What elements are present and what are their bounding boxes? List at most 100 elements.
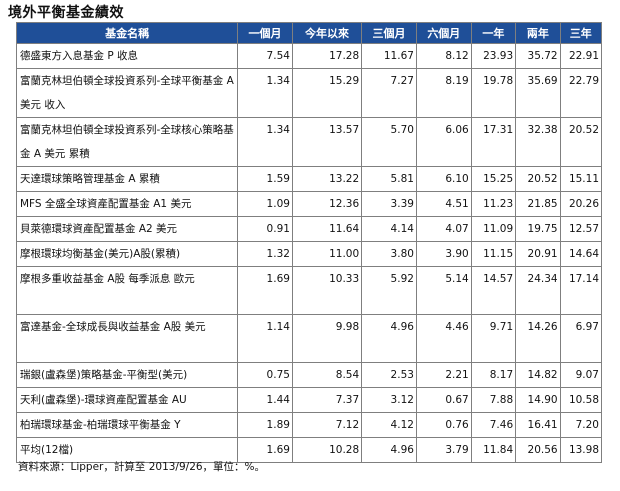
return-m6-cell: 8.12 (415, 43, 472, 69)
column-header-6-months: 六個月 (415, 22, 472, 44)
return-y2-cell: 20.52 (515, 166, 561, 192)
return-ytd-cell: 17.28 (291, 43, 363, 69)
fund-name-cell: 柏瑞環球基金-柏瑞環球平衡基金 Y (15, 412, 239, 438)
table-row: 富蘭克林坦伯頓全球投資系列-全球平衡基金 A 美元 收入 1.34 15.29 7.2… (15, 68, 603, 118)
table-header-row: 基金名稱 一個月 今年以來 三個月 六個月 一年 兩年 三年 (15, 22, 603, 44)
return-m1-cell: 0.91 (237, 216, 293, 242)
return-m3-cell: 3.80 (361, 241, 417, 267)
return-m1-cell: 1.69 (237, 437, 293, 463)
return-y1-cell: 11.84 (470, 437, 517, 463)
return-y2-cell: 35.69 (515, 68, 561, 118)
return-ytd-cell: 15.29 (291, 68, 363, 118)
return-y3-cell: 20.52 (559, 117, 603, 167)
column-header-1-month: 一個月 (237, 22, 293, 44)
return-m6-cell: 4.07 (415, 216, 472, 242)
return-y1-cell: 7.46 (470, 412, 517, 438)
return-ytd-cell: 12.36 (291, 191, 363, 217)
table-row: 天利(盧森堡)-環球資產配置基金 AU 1.44 7.37 3.12 0.67 7.88 1… (15, 387, 603, 413)
table-row: 柏瑞環球基金-柏瑞環球平衡基金 Y 1.89 7.12 4.12 0.76 7.46 16.… (15, 412, 603, 438)
column-header-3-months: 三個月 (361, 22, 417, 44)
return-y2-cell: 20.56 (515, 437, 561, 463)
return-m6-cell: 0.67 (415, 387, 472, 413)
return-m6-cell: 3.79 (415, 437, 472, 463)
return-y2-cell: 14.82 (515, 362, 561, 388)
return-ytd-cell: 8.54 (291, 362, 363, 388)
return-y1-cell: 11.15 (470, 241, 517, 267)
fund-name-cell: 瑞銀(盧森堡)策略基金-平衡型(美元) (15, 362, 239, 388)
return-y3-cell: 12.57 (559, 216, 603, 242)
return-ytd-cell: 11.00 (291, 241, 363, 267)
return-y3-cell: 14.64 (559, 241, 603, 267)
fund-name-cell: 德盛東方入息基金 P 收息 (15, 43, 239, 69)
return-m1-cell: 1.89 (237, 412, 293, 438)
return-m3-cell: 5.81 (361, 166, 417, 192)
return-ytd-cell: 13.57 (291, 117, 363, 167)
fund-name-cell: 天利(盧森堡)-環球資產配置基金 AU (15, 387, 239, 413)
return-y3-cell: 17.14 (559, 266, 603, 315)
return-y2-cell: 32.38 (515, 117, 561, 167)
return-ytd-cell: 13.22 (291, 166, 363, 192)
return-y3-cell: 22.79 (559, 68, 603, 118)
column-header-2-years: 兩年 (515, 22, 561, 44)
return-m3-cell: 4.12 (361, 412, 417, 438)
table-row: 貝萊德環球資產配置基金 A2 美元 0.91 11.64 4.14 4.07 11.09 1… (15, 216, 603, 242)
column-header-1-year: 一年 (470, 22, 517, 44)
column-header-3-years: 三年 (559, 22, 603, 44)
fund-name-cell: 富蘭克林坦伯頓全球投資系列-全球核心策略基金 A 美元 累積 (15, 117, 239, 167)
table-row: 摩根多重收益基金 A股 每季派息 歐元 1.69 10.33 5.92 5.14 14.5… (15, 266, 603, 315)
return-m3-cell: 4.96 (361, 437, 417, 463)
return-y2-cell: 35.72 (515, 43, 561, 69)
table-row: 天達環球策略管理基金 A 累積 1.59 13.22 5.81 6.10 15.25 20.… (15, 166, 603, 192)
return-y3-cell: 10.58 (559, 387, 603, 413)
column-header-ytd: 今年以來 (291, 22, 363, 44)
table-row: 德盛東方入息基金 P 收息 7.54 17.28 11.67 8.12 23.93 35.7… (15, 43, 603, 69)
return-m3-cell: 4.14 (361, 216, 417, 242)
fund-name-cell: 貝萊德環球資產配置基金 A2 美元 (15, 216, 239, 242)
source-note: 資料來源：Lipper，計算至 2013/9/26，單位：%。 (18, 461, 266, 473)
table-row: 富達基金-全球成長與收益基金 A股 美元 1.14 9.98 4.96 4.46 9.71… (15, 314, 603, 363)
table-row: 平均(12檔) 1.69 10.28 4.96 3.79 11.84 20.56 13.98 (15, 437, 603, 463)
return-m1-cell: 1.44 (237, 387, 293, 413)
return-y3-cell: 13.98 (559, 437, 603, 463)
return-y2-cell: 14.26 (515, 314, 561, 363)
return-m3-cell: 7.27 (361, 68, 417, 118)
return-m6-cell: 2.21 (415, 362, 472, 388)
return-m1-cell: 1.32 (237, 241, 293, 267)
return-y3-cell: 9.07 (559, 362, 603, 388)
return-y1-cell: 15.25 (470, 166, 517, 192)
return-m6-cell: 4.46 (415, 314, 472, 363)
return-y1-cell: 9.71 (470, 314, 517, 363)
return-m6-cell: 5.14 (415, 266, 472, 315)
return-m1-cell: 1.69 (237, 266, 293, 315)
page-title: 境外平衡基金績效 (8, 5, 124, 21)
return-m1-cell: 0.75 (237, 362, 293, 388)
fund-performance-table: 基金名稱 一個月 今年以來 三個月 六個月 一年 兩年 三年 德盛東方入息基金 … (15, 22, 603, 463)
return-y1-cell: 17.31 (470, 117, 517, 167)
column-header-fund-name: 基金名稱 (15, 22, 239, 44)
return-ytd-cell: 7.12 (291, 412, 363, 438)
return-y1-cell: 7.88 (470, 387, 517, 413)
return-y2-cell: 16.41 (515, 412, 561, 438)
return-y2-cell: 14.90 (515, 387, 561, 413)
return-y3-cell: 7.20 (559, 412, 603, 438)
return-ytd-cell: 11.64 (291, 216, 363, 242)
return-m3-cell: 4.96 (361, 314, 417, 363)
return-y3-cell: 6.97 (559, 314, 603, 363)
return-m3-cell: 3.12 (361, 387, 417, 413)
fund-name-cell: 富蘭克林坦伯頓全球投資系列-全球平衡基金 A 美元 收入 (15, 68, 239, 118)
return-m6-cell: 4.51 (415, 191, 472, 217)
return-y1-cell: 19.78 (470, 68, 517, 118)
return-m1-cell: 1.09 (237, 191, 293, 217)
return-y1-cell: 14.57 (470, 266, 517, 315)
return-y2-cell: 24.34 (515, 266, 561, 315)
fund-name-cell: 平均(12檔) (15, 437, 239, 463)
return-y1-cell: 11.23 (470, 191, 517, 217)
return-y2-cell: 21.85 (515, 191, 561, 217)
return-m6-cell: 8.19 (415, 68, 472, 118)
return-ytd-cell: 7.37 (291, 387, 363, 413)
return-y3-cell: 20.26 (559, 191, 603, 217)
fund-name-cell: 摩根環球均衡基金(美元)A股(累積) (15, 241, 239, 267)
return-m6-cell: 0.76 (415, 412, 472, 438)
return-ytd-cell: 10.33 (291, 266, 363, 315)
